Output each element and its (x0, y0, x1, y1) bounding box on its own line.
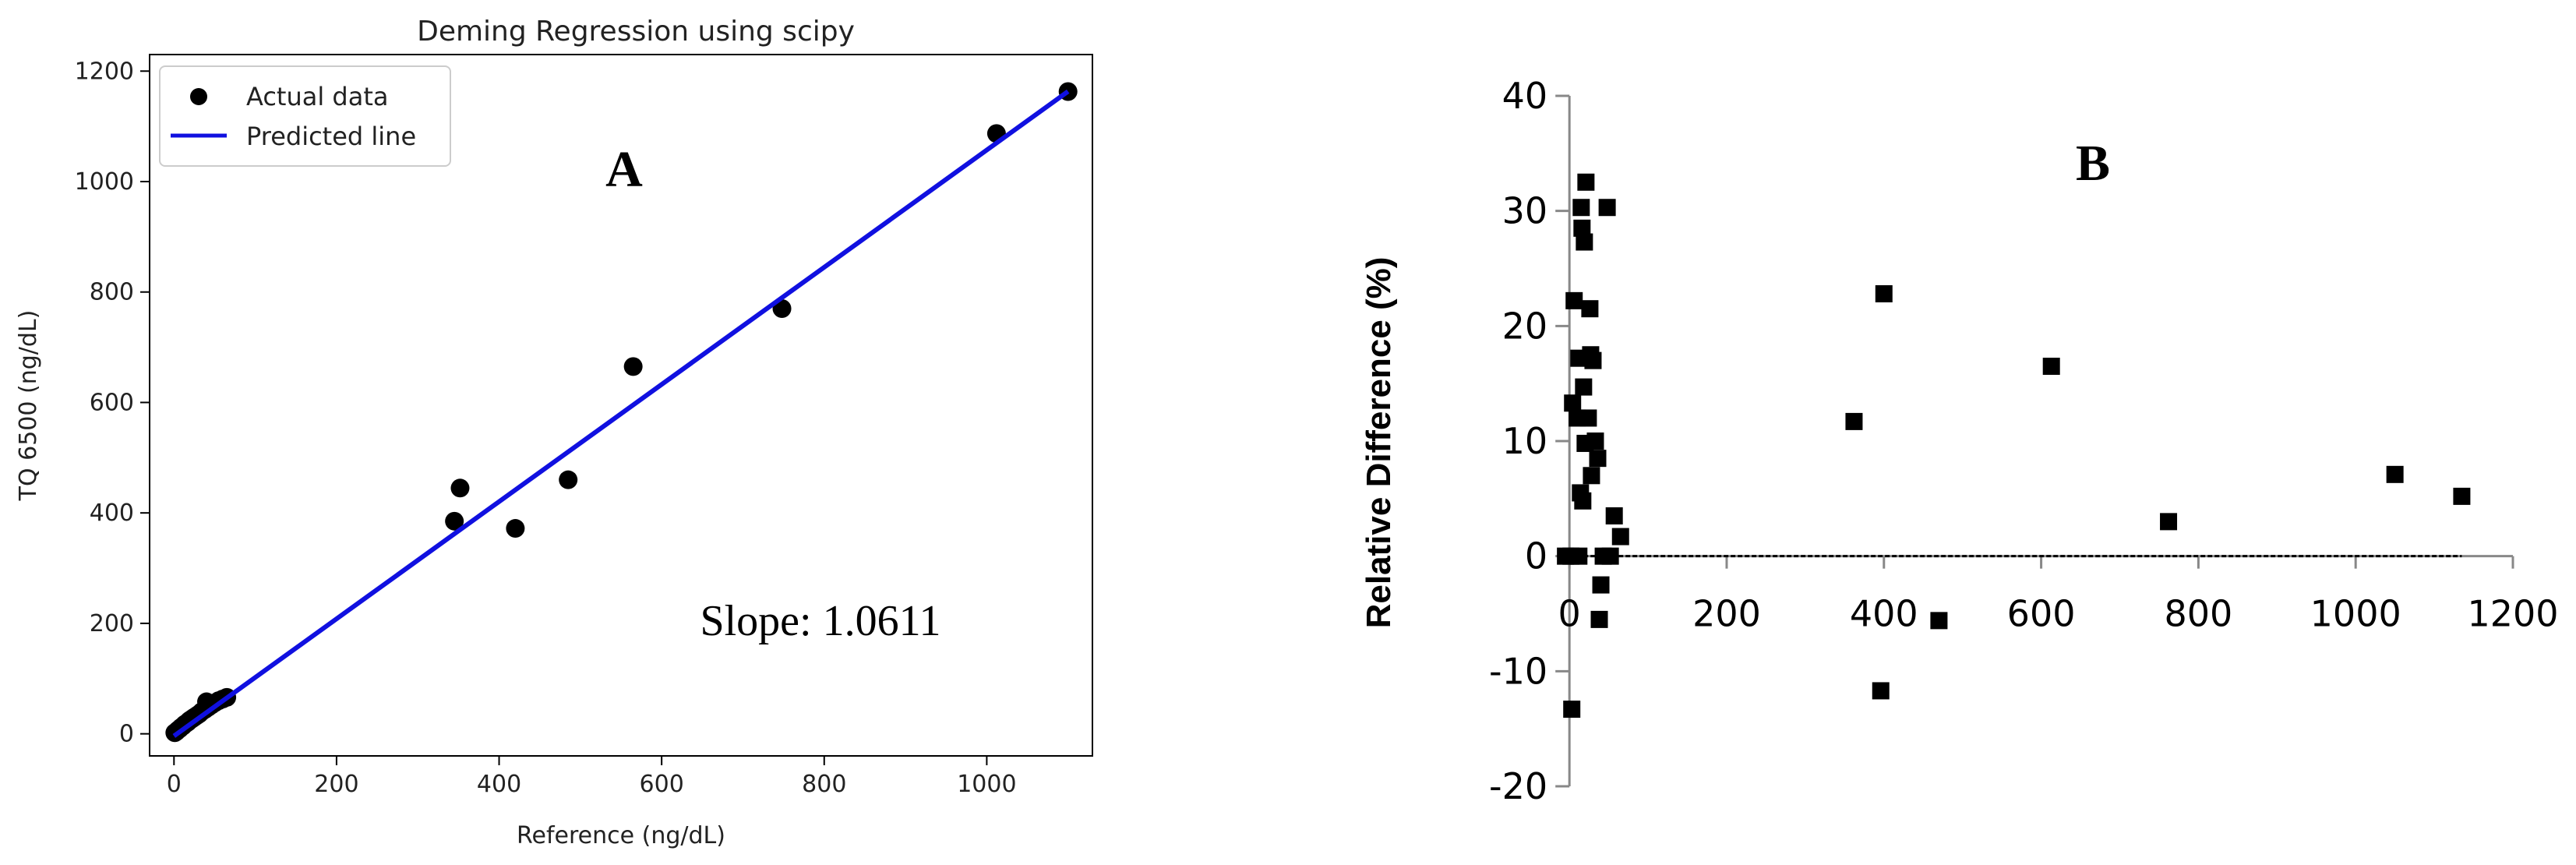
data-point (1601, 547, 1619, 565)
x-tick-label: 400 (1850, 593, 1918, 635)
panel-a-letter: A (605, 141, 643, 198)
data-point (2042, 358, 2060, 376)
x-tick-label: 200 (314, 771, 358, 798)
x-tick-label: 600 (640, 771, 684, 798)
y-tick-label: 10 (1502, 420, 1548, 462)
data-point (1574, 492, 1592, 510)
regression-line (172, 89, 1070, 738)
x-tick-label: 200 (1692, 593, 1761, 635)
data-point (450, 478, 470, 498)
data-point (2453, 487, 2471, 505)
data-point (1611, 528, 1629, 545)
y-tick-label: 800 (90, 279, 134, 306)
y-tick-label: 30 (1502, 190, 1548, 232)
data-point (1872, 682, 1890, 700)
x-tick-label: 800 (2164, 593, 2232, 635)
panel-a-marks (165, 82, 1078, 743)
y-tick-label: 0 (1525, 535, 1547, 577)
y-tick-label: 200 (90, 610, 134, 637)
x-tick-label: 0 (167, 771, 182, 798)
panel-b-y-axis-label: Relative Difference (%) (1360, 257, 1398, 629)
data-point (1572, 199, 1590, 217)
y-tick-label: 1200 (75, 58, 134, 85)
data-point (1930, 612, 1948, 630)
data-point (445, 511, 464, 531)
panel-a-ticks: 0 200 400 600 800 1000 0 200 400 600 800 1000 1200 (75, 58, 1017, 798)
panel-a-regression-plot: Deming Regression using scipy 0 200 400 600… (15, 16, 1093, 849)
panel-b-marks (1557, 173, 2471, 718)
panel-a-title: Deming Regression using scipy (417, 16, 855, 48)
data-point (1579, 409, 1597, 427)
x-tick-label: 800 (802, 771, 846, 798)
data-point (2386, 465, 2404, 483)
data-point (1592, 576, 1610, 594)
panel-a-x-axis-label: Reference (ng/dL) (517, 822, 725, 849)
data-point (1598, 199, 1616, 217)
data-point (1576, 233, 1593, 251)
data-point (559, 470, 578, 489)
data-point (1589, 450, 1607, 468)
x-tick-label: 1000 (957, 771, 1016, 798)
data-point (623, 357, 643, 376)
legend-box (159, 65, 451, 167)
y-tick-label: 600 (90, 389, 134, 416)
panel-a-y-axis-label: TQ 6500 (ng/dL) (15, 310, 42, 502)
y-tick-label: 40 (1502, 75, 1548, 117)
y-tick-label: 20 (1502, 305, 1548, 347)
x-tick-label: 1200 (2467, 593, 2558, 635)
data-point (1573, 219, 1591, 237)
legend-marker-actual-data (190, 88, 207, 105)
data-point (1581, 300, 1599, 318)
x-tick-label: 1000 (2310, 593, 2401, 635)
data-point (2160, 513, 2178, 531)
data-point (1584, 351, 1602, 369)
x-tick-label: 600 (2007, 593, 2076, 635)
data-point (1583, 467, 1600, 485)
y-tick-label: -20 (1489, 765, 1547, 807)
data-point (1605, 507, 1623, 524)
data-point (1590, 610, 1608, 628)
data-point (1586, 432, 1604, 450)
data-point (1577, 173, 1595, 191)
data-point (506, 519, 525, 538)
y-tick-label: 0 (119, 721, 134, 748)
legend-label-actual-data: Actual data (246, 82, 389, 111)
data-point (1563, 701, 1581, 718)
slope-annotation: Slope: 1.0611 (700, 597, 940, 645)
panel-a-legend: Actual data Predicted line (159, 65, 451, 167)
x-tick-label: 400 (477, 771, 521, 798)
data-point (1875, 284, 1893, 302)
data-point (1565, 291, 1583, 309)
y-tick-label: -10 (1489, 650, 1547, 692)
data-point (1570, 547, 1588, 565)
panel-b-letter: B (2076, 135, 2110, 192)
data-point (1845, 412, 1863, 430)
x-tick-label: 0 (1558, 593, 1581, 635)
data-point (1564, 394, 1582, 412)
legend-label-predicted-line: Predicted line (246, 122, 416, 151)
y-tick-label: 1000 (75, 168, 134, 196)
panel-a-plot-frame (149, 54, 1093, 757)
data-point (1575, 378, 1593, 396)
y-tick-label: 400 (90, 500, 134, 527)
